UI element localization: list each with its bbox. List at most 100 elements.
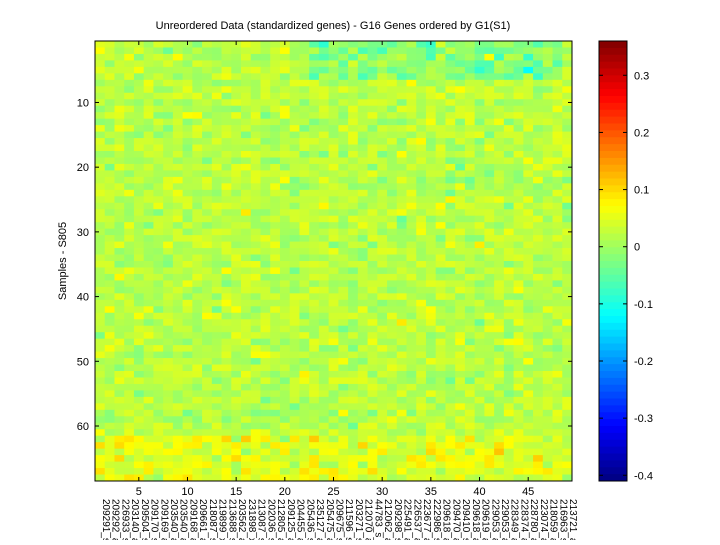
heatmap-cell — [202, 474, 213, 482]
heatmap-cell — [192, 267, 203, 275]
heatmap-cell — [133, 170, 145, 178]
heatmap-cell — [513, 455, 524, 462]
heatmap-cell — [241, 170, 252, 178]
heatmap-cell — [289, 403, 300, 411]
heatmap-cell — [124, 144, 135, 152]
heatmap-cell — [182, 332, 193, 340]
heatmap-cell — [464, 312, 476, 320]
heatmap-cell — [260, 202, 271, 210]
heatmap-cell — [241, 442, 252, 450]
heatmap-cell — [221, 73, 232, 81]
heatmap-cell — [182, 241, 193, 249]
heatmap-cell — [95, 345, 106, 352]
heatmap-cell — [562, 332, 573, 340]
heatmap-cell — [95, 41, 106, 48]
heatmap-cell — [348, 183, 359, 191]
heatmap-cell — [172, 429, 184, 437]
heatmap-cell — [250, 273, 261, 281]
heatmap-cell — [367, 429, 378, 437]
heatmap-cell — [202, 151, 213, 158]
heatmap-cell — [211, 448, 222, 456]
heatmap-cell — [396, 196, 407, 204]
heatmap-cell — [309, 383, 320, 391]
heatmap-cell — [104, 215, 115, 223]
heatmap-cell — [231, 383, 242, 391]
heatmap-cell — [328, 422, 339, 430]
heatmap-cell — [182, 286, 193, 294]
heatmap-cell — [387, 396, 398, 404]
heatmap-cell — [455, 442, 466, 450]
heatmap-cell — [221, 403, 232, 411]
heatmap-cell — [533, 209, 544, 217]
heatmap-cell — [338, 261, 349, 268]
heatmap-cell — [143, 293, 154, 301]
heatmap-cell — [484, 144, 495, 152]
heatmap-cell — [377, 416, 388, 424]
heatmap-cell — [533, 468, 544, 475]
heatmap-cell — [192, 448, 203, 456]
heatmap-cell — [377, 209, 388, 217]
heatmap-cell — [523, 267, 534, 275]
heatmap-cell — [299, 176, 310, 184]
colorbar-segment — [599, 446, 627, 455]
heatmap-cell — [192, 416, 203, 424]
heatmap-cell — [484, 157, 495, 165]
heatmap-cell — [387, 157, 398, 165]
heatmap-cell — [309, 396, 320, 404]
heatmap-cell — [143, 254, 154, 262]
heatmap-cell — [396, 429, 407, 437]
heatmap-cell — [211, 112, 222, 120]
heatmap-cell — [552, 267, 563, 275]
heatmap-cell — [270, 293, 281, 301]
heatmap-cell — [533, 345, 544, 352]
heatmap-cell — [95, 429, 106, 437]
heatmap-cell — [464, 228, 476, 236]
heatmap-cell — [445, 306, 456, 314]
heatmap-cell — [153, 47, 164, 55]
heatmap-cell — [143, 403, 154, 411]
heatmap-cell — [377, 403, 388, 411]
heatmap-cell — [104, 474, 115, 482]
heatmap-cell — [202, 429, 213, 437]
heatmap-cell — [318, 364, 330, 372]
heatmap-cell — [562, 105, 573, 113]
heatmap-cell — [260, 293, 271, 301]
heatmap-cell — [202, 138, 213, 145]
heatmap-cell — [114, 60, 125, 68]
heatmap-cell — [299, 66, 310, 74]
heatmap-cell — [114, 151, 125, 158]
heatmap-cell — [270, 144, 281, 152]
heatmap-cell — [289, 448, 300, 456]
heatmap-cell — [542, 435, 553, 443]
heatmap-cell — [270, 254, 281, 262]
heatmap-cell — [202, 422, 213, 430]
heatmap-cell — [211, 222, 222, 230]
heatmap-cell — [95, 112, 106, 120]
heatmap-cell — [221, 99, 232, 107]
heatmap-cell — [445, 254, 456, 262]
heatmap-cell — [387, 73, 398, 81]
heatmap-cell — [328, 131, 339, 139]
heatmap-cell — [250, 442, 261, 450]
heatmap-cell — [172, 183, 184, 191]
heatmap-cell — [211, 332, 222, 340]
heatmap-cell — [562, 306, 573, 314]
heatmap-cell — [416, 47, 427, 55]
heatmap-cell — [153, 60, 164, 68]
heatmap-cell — [396, 228, 407, 236]
heatmap-cell — [425, 364, 437, 372]
heatmap-cell — [318, 176, 330, 184]
heatmap-cell — [406, 299, 417, 307]
heatmap-cell — [464, 118, 476, 126]
heatmap-cell — [172, 261, 184, 268]
heatmap-cell — [211, 345, 222, 352]
heatmap-cell — [318, 319, 330, 327]
heatmap-cell — [474, 396, 485, 404]
heatmap-cell — [464, 409, 476, 417]
heatmap-cell — [192, 293, 203, 301]
heatmap-cell — [445, 209, 456, 217]
heatmap-cell — [143, 409, 154, 417]
heatmap-cell — [562, 60, 573, 68]
heatmap-cell — [416, 422, 427, 430]
heatmap-cell — [396, 422, 407, 430]
